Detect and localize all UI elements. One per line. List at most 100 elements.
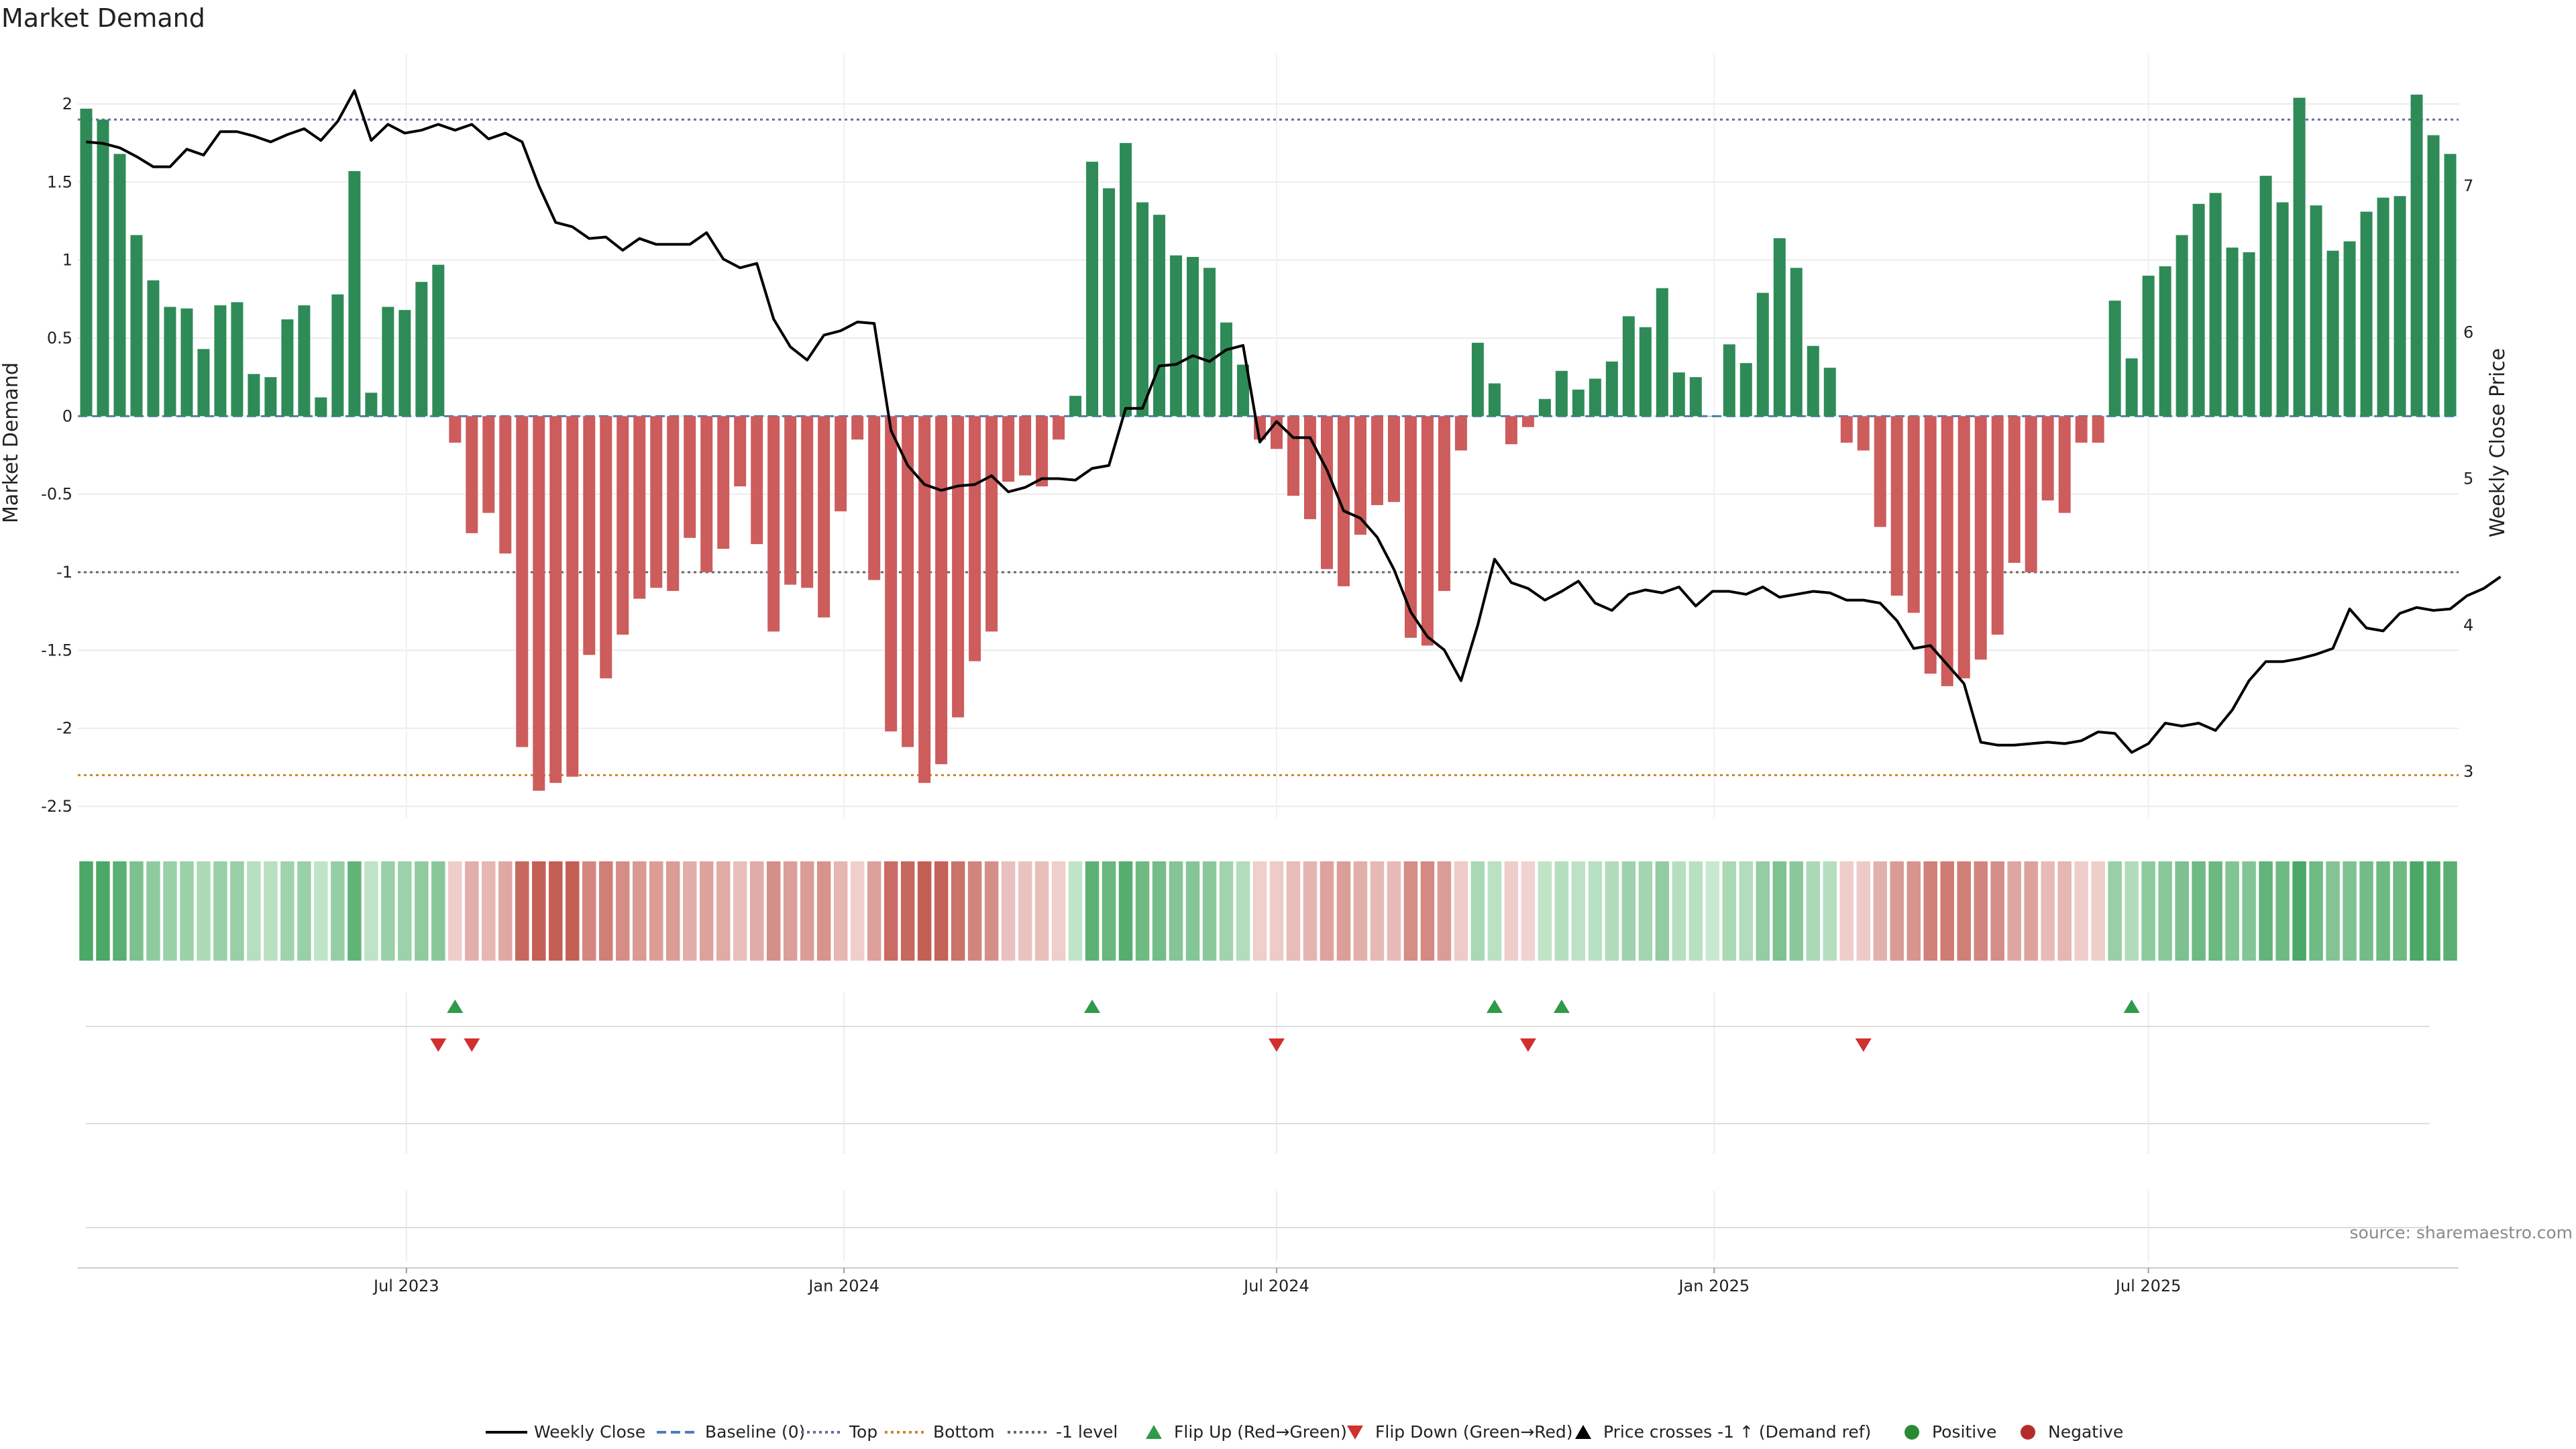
legend-label: Weekly Close xyxy=(534,1422,645,1442)
demand-bar xyxy=(264,377,277,417)
right-axis-title: Weekly Close Price xyxy=(2486,348,2510,537)
strip-cell xyxy=(867,861,881,961)
strip-cell xyxy=(2192,861,2206,961)
flip-up-marker xyxy=(1553,1000,1570,1013)
legend-item: Negative xyxy=(2021,1422,2123,1442)
strip-cell xyxy=(465,861,479,961)
strip-cell xyxy=(2275,861,2290,961)
weekly-close-line xyxy=(86,89,2502,754)
demand-bar xyxy=(1622,316,1635,417)
strip-cell xyxy=(1990,861,2004,961)
demand-bar xyxy=(466,416,478,533)
strip-cell xyxy=(1839,861,1854,961)
demand-bar xyxy=(1404,416,1417,638)
strip-cell xyxy=(1001,861,1016,961)
demand-bar xyxy=(1605,361,1618,417)
demand-bar xyxy=(1589,378,1601,417)
strip-cell xyxy=(1907,861,1921,961)
legend-swatch-triangle-up xyxy=(1575,1425,1591,1439)
demand-bar xyxy=(2008,416,2021,564)
strip-cell xyxy=(1118,861,1133,961)
strip-cell xyxy=(1470,861,1485,961)
strip-cell xyxy=(1621,861,1636,961)
legend-label: Top xyxy=(849,1422,877,1442)
demand-bar xyxy=(1471,342,1484,417)
x-axis: Jul 2023 Jan 2024 Jul 2024 Jan 2025 Jul 2025 xyxy=(78,1267,2459,1295)
demand-bar xyxy=(1438,416,1450,591)
left-tick-label: 0 xyxy=(62,407,72,425)
demand-bar xyxy=(1069,396,1082,417)
demand-bar xyxy=(684,416,696,538)
strip-cell xyxy=(1068,861,1083,961)
strip-cell xyxy=(2175,861,2189,961)
strip-cell xyxy=(197,861,211,961)
demand-bar xyxy=(1036,416,1049,487)
demand-bar xyxy=(952,416,965,718)
strip-cell xyxy=(1336,861,1351,961)
strip-cell xyxy=(129,861,144,961)
strip-cell xyxy=(699,861,714,961)
demand-bar xyxy=(801,416,814,588)
demand-bar xyxy=(1505,416,1517,445)
demand-bar xyxy=(2326,250,2339,417)
strip-cell xyxy=(280,861,294,961)
demand-bar xyxy=(1320,416,1333,570)
demand-bar xyxy=(667,416,680,591)
legend-label: Flip Down (Green→Red) xyxy=(1375,1422,1573,1442)
strip-cell xyxy=(1219,861,1234,961)
demand-bar xyxy=(1706,416,1719,417)
demand-bar xyxy=(516,416,529,747)
strip-cell xyxy=(347,861,362,961)
strip-cell xyxy=(1102,861,1116,961)
strip-cell xyxy=(297,861,311,961)
strip-cell xyxy=(1303,861,1318,961)
legend-item: Price crosses -1 ↑ (Demand ref) xyxy=(1575,1422,1871,1442)
demand-bar xyxy=(1053,416,1065,440)
strip-cell xyxy=(783,861,798,961)
demand-bar xyxy=(365,392,378,417)
demand-bar xyxy=(1941,416,1953,686)
strip-cell xyxy=(398,861,412,961)
strip-cell xyxy=(1705,861,1720,961)
demand-bar xyxy=(2243,252,2255,417)
demand-bar xyxy=(1136,202,1149,417)
strip-cell xyxy=(582,861,596,961)
demand-bar xyxy=(751,416,763,545)
right-tick-label: 5 xyxy=(2463,470,2473,488)
demand-bar xyxy=(1974,416,1987,660)
strip-cell xyxy=(1437,861,1452,961)
demand-bar xyxy=(432,264,445,417)
strip-cell xyxy=(549,861,563,961)
strip-cell xyxy=(716,861,731,961)
strip-cell xyxy=(96,861,110,961)
strip-cell xyxy=(1940,861,1954,961)
flip-down-marker xyxy=(430,1038,447,1052)
strip-cell xyxy=(1504,861,1519,961)
strip-cell xyxy=(331,861,345,961)
strip-cell xyxy=(1487,861,1502,961)
strip-cell xyxy=(431,861,445,961)
left-tick-label: 2 xyxy=(62,95,72,113)
left-tick-label: 0.5 xyxy=(47,329,72,347)
demand-bar xyxy=(1538,398,1551,417)
legend-swatch-triangle-down xyxy=(1347,1426,1363,1440)
demand-bar xyxy=(1086,162,1099,417)
x-tick-label: Jul 2024 xyxy=(1242,1277,1309,1295)
demand-bar xyxy=(1170,255,1183,417)
strip-cell xyxy=(1722,861,1737,961)
right-tick-label: 6 xyxy=(2463,323,2473,341)
strip-cell xyxy=(1688,861,1703,961)
demand-bar xyxy=(2209,193,2222,417)
strip-cell xyxy=(1387,861,1401,961)
strip-cell xyxy=(1672,861,1686,961)
strip-cell xyxy=(2410,861,2424,961)
legend: Weekly Close Baseline (0) Top Bottom -1 leve… xyxy=(486,1422,2123,1442)
demand-bar xyxy=(1924,416,1937,674)
demand-bar xyxy=(1120,143,1132,417)
demand-bar xyxy=(1387,416,1400,502)
strip-cell xyxy=(616,861,630,961)
strip-cell xyxy=(2443,861,2457,961)
demand-bar xyxy=(1739,363,1752,417)
strip-cell xyxy=(666,861,680,961)
